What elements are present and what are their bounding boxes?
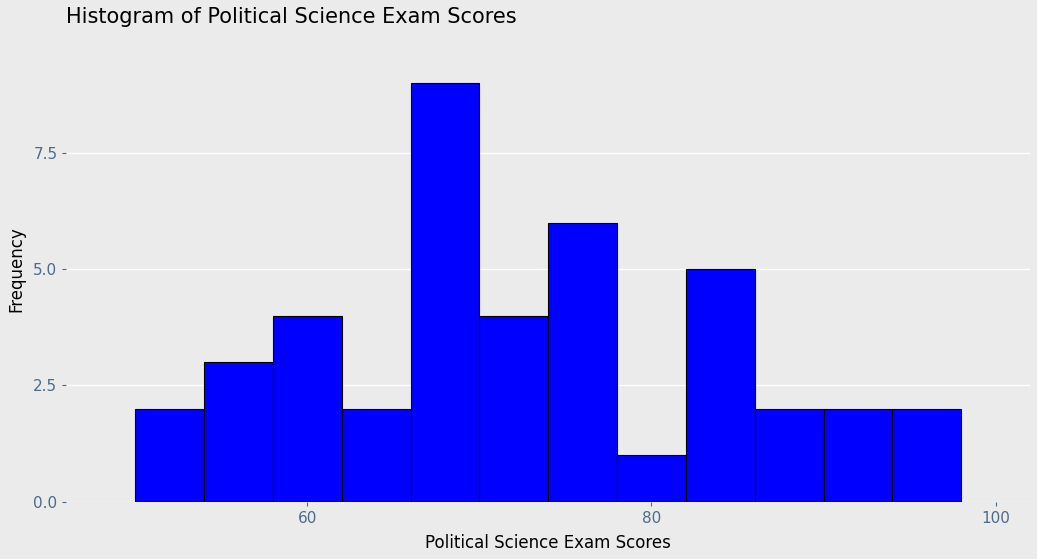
Bar — [479, 316, 549, 501]
Bar — [823, 409, 893, 501]
Y-axis label: Frequency: Frequency — [7, 226, 25, 312]
Bar — [135, 409, 204, 501]
Bar — [204, 362, 273, 501]
Text: Histogram of Political Science Exam Scores: Histogram of Political Science Exam Scor… — [66, 7, 517, 27]
Bar — [617, 455, 685, 501]
Bar — [411, 83, 479, 501]
Bar — [755, 409, 823, 501]
Bar — [685, 269, 755, 501]
Bar — [273, 316, 342, 501]
X-axis label: Political Science Exam Scores: Political Science Exam Scores — [425, 534, 671, 552]
Bar — [549, 223, 617, 501]
Bar — [893, 409, 961, 501]
Bar — [342, 409, 411, 501]
